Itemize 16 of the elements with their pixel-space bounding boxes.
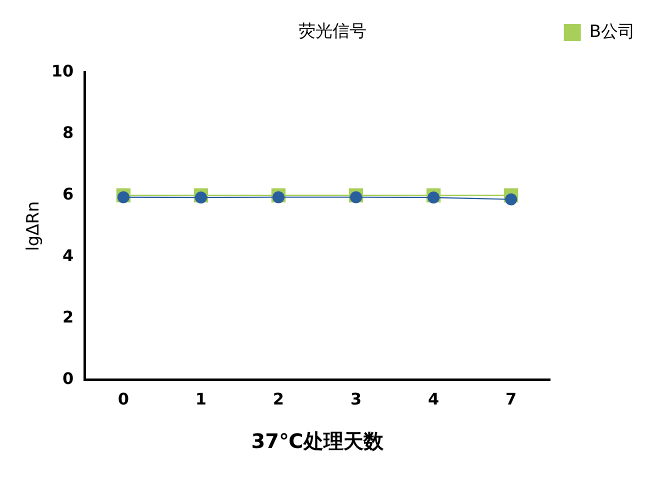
- y-tick-label: 8: [62, 123, 74, 142]
- y-axis-title: lgΔRn: [24, 201, 44, 251]
- y-tick-label: 10: [51, 62, 74, 81]
- x-tick-label: 4: [428, 390, 440, 409]
- x-tick-label: 1: [195, 390, 207, 409]
- legend-label: B公司: [589, 22, 636, 42]
- x-tick-label: 2: [272, 390, 284, 409]
- y-tick-label: 0: [62, 368, 74, 388]
- x-tick-label: 7: [506, 390, 517, 409]
- y-tick-label: 6: [62, 184, 74, 204]
- x-tick-label: 0: [118, 390, 129, 409]
- x-tick-label: 3: [350, 390, 362, 409]
- x-axis-title: 37℃处理天数: [251, 429, 384, 454]
- y-tick-label: 2: [62, 307, 74, 326]
- chart-title: 荧光信号: [298, 22, 366, 42]
- y-tick-label: 4: [62, 246, 74, 265]
